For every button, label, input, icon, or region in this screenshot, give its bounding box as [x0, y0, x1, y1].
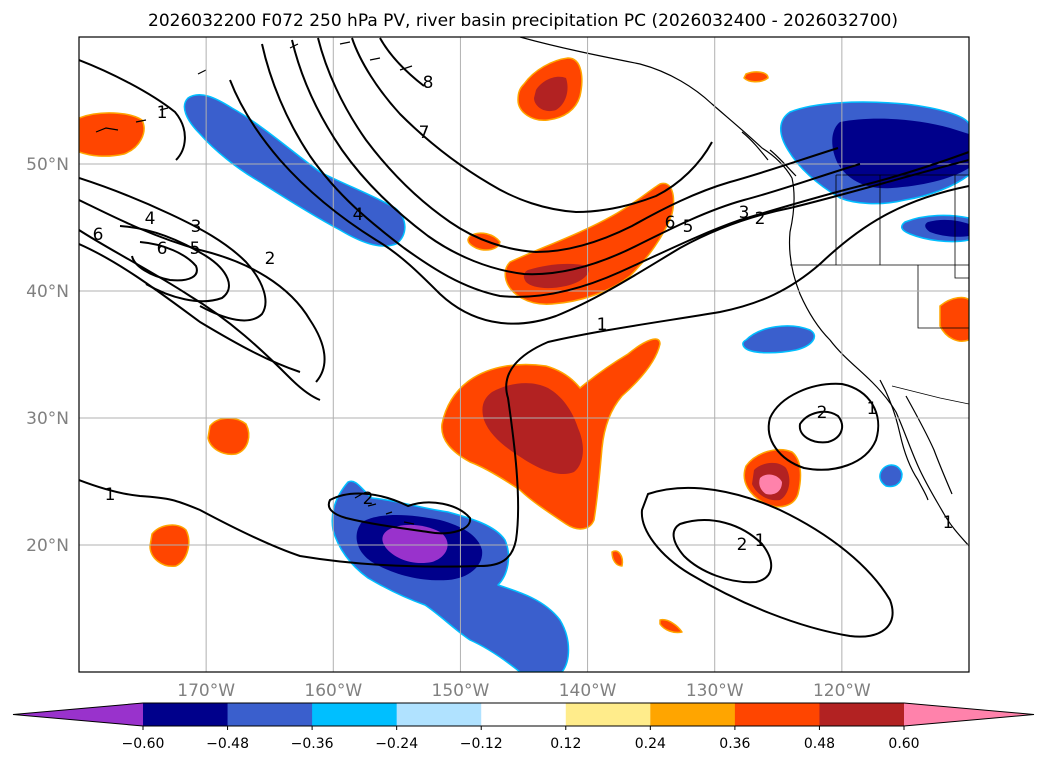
colorbar-tick-label: −0.12: [460, 736, 503, 752]
pv-contour-7: [351, 37, 713, 214]
precip-region-west-edge: [79, 112, 145, 157]
contour-label-5: 5: [683, 217, 694, 237]
coastline-bc-islands: [741, 131, 797, 177]
precip-region-hawaii-peak: [382, 524, 448, 564]
lat-tick-label: 40°N: [26, 282, 69, 302]
pv-contour-8: [379, 37, 425, 87]
pv-contour-6: [317, 37, 839, 254]
pv-contour-5: [291, 39, 861, 276]
pv-contour-baja-2: [798, 410, 844, 444]
lon-tick-label: 170°W: [177, 681, 235, 701]
pv-contour-east-1: [640, 486, 894, 638]
lon-tick-label: 140°W: [559, 681, 617, 701]
colorbar-tick-label: 0.60: [888, 736, 919, 752]
contour-label-2: 2: [737, 535, 748, 555]
pv-contour-west-high: [79, 177, 267, 322]
contour-label-1: 1: [867, 399, 878, 419]
map-title: 2026032200 F072 250 hPa PV, river basin …: [148, 11, 898, 31]
coastline-west-coast: [788, 177, 969, 547]
pv-contour-4: [261, 43, 969, 298]
contour-label-2: 2: [817, 403, 828, 423]
colorbar-extend-min: [13, 703, 143, 726]
contour-label-6: 6: [157, 239, 168, 259]
contour-label-6: 6: [665, 213, 676, 233]
colorbar-tick-label: −0.60: [122, 736, 165, 752]
contour-label-2: 2: [755, 209, 766, 229]
colorbar-tick-label: 0.48: [804, 736, 835, 752]
precip-region-california-neg: [742, 325, 816, 354]
border-us-mexico: [891, 385, 969, 405]
contour-label-5: 5: [190, 239, 201, 259]
pv-contour-west-inner-5: [119, 225, 230, 303]
contour-label-4: 4: [353, 205, 364, 225]
pv-contour-baja-1: [767, 382, 880, 471]
contour-label-1: 1: [943, 513, 954, 533]
contour-label-1: 1: [105, 485, 116, 505]
contour-label-6: 6: [93, 225, 104, 245]
precip-region-baja-neg-small: [879, 464, 903, 488]
contour-label-2: 2: [363, 489, 374, 509]
colorbar-segment: [650, 703, 736, 726]
pv-contour-3: [229, 79, 969, 325]
coastline-gulf-california: [905, 395, 953, 495]
pv-contour-east-2: [672, 519, 772, 584]
contour-label-2: 2: [265, 249, 276, 269]
map-frame: [78, 36, 970, 673]
colorbar-tick-label: 0.36: [719, 736, 750, 752]
lon-tick-label: 130°W: [686, 681, 744, 701]
hawaii-islands: [354, 493, 415, 525]
colorbar-segment: [396, 703, 482, 726]
lat-tick-label: 50°N: [26, 155, 69, 175]
pv-contour-1-south: [79, 185, 969, 568]
precip-region-subtropical-core: [482, 383, 583, 475]
colorbar-segment: [227, 703, 313, 726]
pv-contour-west-inner-6: [131, 241, 198, 282]
precip-fill-layer: [79, 57, 969, 672]
coastline-layer: [95, 37, 969, 547]
colorbar-segment: [565, 703, 651, 726]
pv-contour-hawaii-2: [327, 492, 472, 535]
contour-label-4: 4: [145, 209, 156, 229]
pv-contour-labels: 1 2 3 4 5 6 7 8 1 1 4 2 6 6 5 3 2 2 1 1 …: [93, 73, 954, 555]
lon-tick-label: 160°W: [304, 681, 362, 701]
lon-tick-label: 150°W: [432, 681, 490, 701]
pv-contour-2-main: [79, 243, 301, 373]
colorbar-tick-label: 0.12: [550, 736, 581, 752]
colorbar-tick-label: 0.24: [635, 736, 666, 752]
colorbar-extend-max: [904, 703, 1034, 726]
colorbar-tick-label: −0.24: [375, 736, 418, 752]
contour-label-3: 3: [191, 217, 202, 237]
contour-label-1: 1: [755, 531, 766, 551]
colorbar-tick-label: −0.36: [291, 736, 334, 752]
colorbar-segment: [819, 703, 905, 726]
colorbar-segment: [734, 703, 820, 726]
contour-label-3: 3: [739, 203, 750, 223]
colorbar-segment: [143, 703, 229, 726]
colorbar: −0.60 −0.48 −0.36 −0.24 −0.12 0.12 0.24 0.36 0.4…: [12, 702, 1035, 752]
precip-region-aleutian-band: [183, 94, 406, 247]
lat-tick-label: 20°N: [26, 536, 69, 556]
coastline-baja: [879, 379, 929, 501]
map-area: 1 2 3 4 5 6 7 8 1 1 4 2 6 6 5 3 2 2 1 1 …: [79, 37, 969, 672]
contour-label-1: 1: [597, 315, 608, 335]
contour-label-8: 8: [423, 73, 434, 93]
colorbar-segment: [481, 703, 567, 726]
contour-label-7: 7: [419, 123, 430, 143]
lat-tick-label: 30°N: [26, 409, 69, 429]
lon-tick-label: 120°W: [813, 681, 871, 701]
coastline-alaska: [519, 37, 793, 179]
colorbar-tick-label: −0.48: [206, 736, 249, 752]
pv-contour-1-main: [79, 59, 186, 161]
precip-region-northwest-core: [832, 118, 969, 189]
contour-label-1: 1: [157, 103, 168, 123]
axis-labels: 170°W 160°W 150°W 140°W 130°W 120°W 50°N 40°N 30…: [26, 155, 871, 701]
pv-contour-1-west: [79, 229, 321, 401]
precip-region-baja-peak: [759, 474, 782, 495]
colorbar-segment: [312, 703, 398, 726]
border-us-states: [790, 175, 969, 329]
pv-contour-layer: [79, 37, 969, 638]
